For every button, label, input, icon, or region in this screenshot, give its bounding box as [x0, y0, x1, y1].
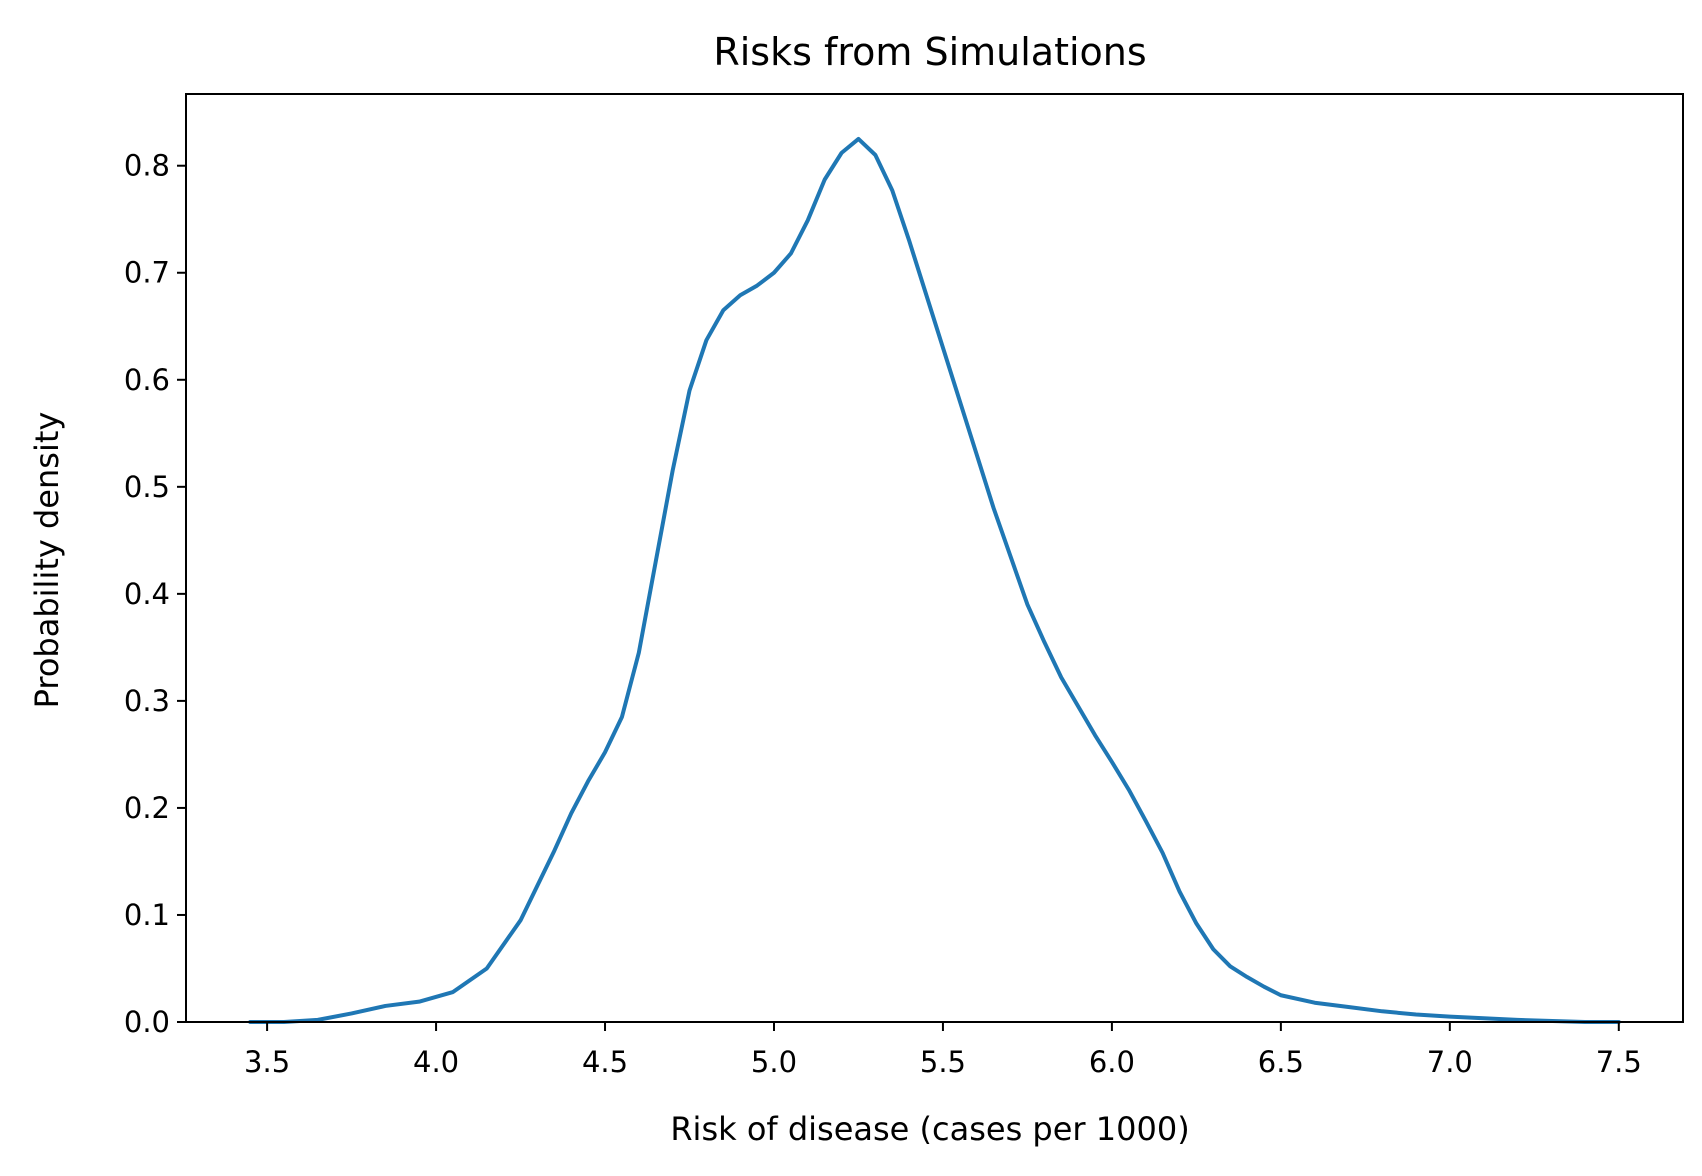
x-tick-label: 4.0: [413, 1045, 459, 1079]
series-line-0: [248, 136, 1621, 1024]
y-tick-label: 0.3: [124, 684, 170, 718]
y-tick-label: 0.8: [124, 149, 170, 183]
y-tick-label: 0.2: [124, 791, 170, 825]
x-tick-label: 5.5: [920, 1045, 966, 1079]
x-tick-label: 7.5: [1596, 1045, 1642, 1079]
x-tick-label: 5.0: [751, 1045, 797, 1079]
axes-frame: [185, 93, 1684, 1023]
x-axis-title: Risk of disease (cases per 1000): [670, 1110, 1189, 1148]
x-tick-label: 6.0: [1089, 1045, 1135, 1079]
y-tick-label: 0.5: [124, 470, 170, 504]
y-axis-title: Probability density: [28, 412, 66, 709]
y-tick-label: 0.7: [124, 256, 170, 290]
x-tick-label: 4.5: [582, 1045, 628, 1079]
x-tick-label: 6.5: [1258, 1045, 1304, 1079]
y-tick-label: 0.6: [124, 363, 170, 397]
y-tick-label: 0.0: [124, 1005, 170, 1039]
x-tick-label: 3.5: [244, 1045, 290, 1079]
chart-title: Risks from Simulations: [713, 30, 1146, 74]
y-tick-label: 0.4: [124, 577, 170, 611]
y-tick-label: 0.1: [124, 898, 170, 932]
plot-area: 3.5 4.0 4.5 5.0 5.5 6.0 6.5 7.0 7.5 0.0 0.1 0.2 0.3 0…: [124, 93, 1684, 1079]
x-tick-label: 7.0: [1427, 1045, 1473, 1079]
